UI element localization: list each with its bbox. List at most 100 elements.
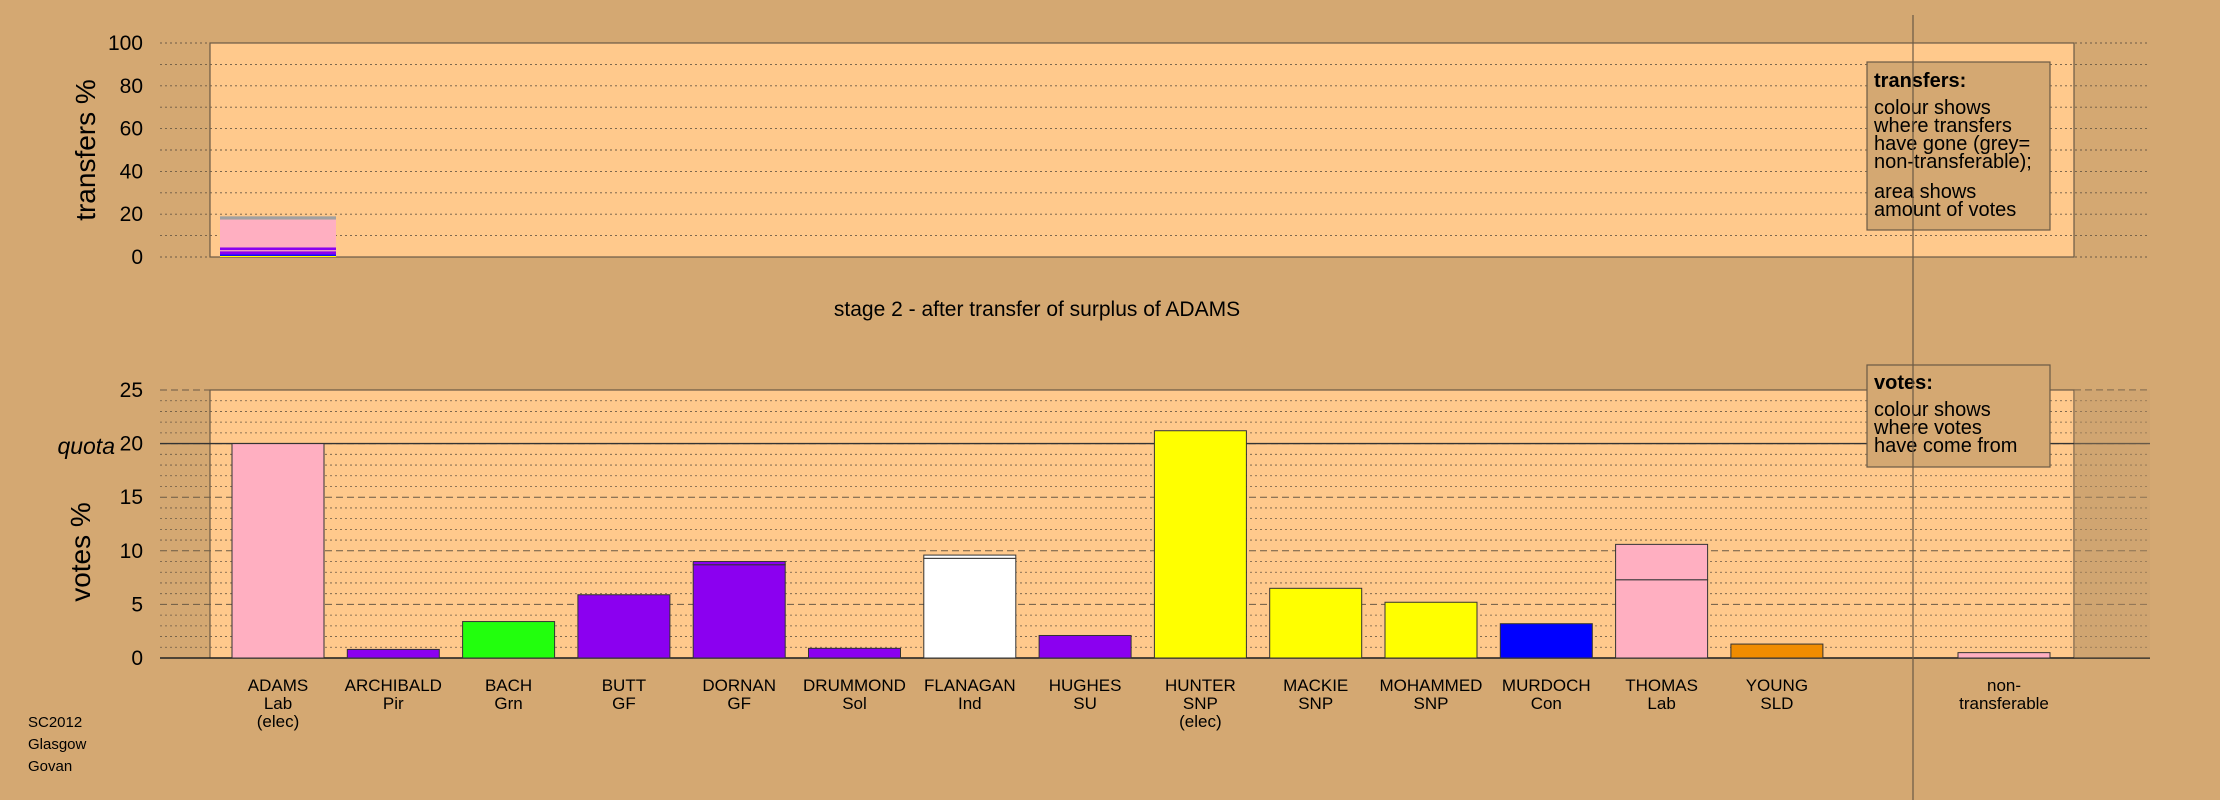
candidate-bar — [1499, 623, 1593, 659]
transfers-legend-title: transfers: — [1874, 70, 1966, 92]
candidate-note: (elec) — [1179, 712, 1222, 731]
candidate-bar — [346, 648, 440, 659]
transfer-segment — [220, 250, 336, 252]
candidate-name: DORNAN — [702, 676, 776, 695]
candidate-party: GF — [612, 694, 636, 713]
votes-y-tick-label: 5 — [131, 593, 143, 616]
footer-line: Govan — [28, 758, 72, 775]
candidate-party: GF — [727, 694, 751, 713]
bar-segment — [1730, 643, 1824, 659]
votes-y-tick-label: 15 — [120, 486, 143, 509]
transfer-segment — [220, 254, 336, 256]
transfers-y-tick-label: 0 — [131, 246, 143, 269]
transfers-y-tick-label: 60 — [120, 118, 143, 141]
transfers-gridlines — [160, 42, 2150, 258]
transfers-legend-line: colour shows — [1874, 97, 1991, 119]
candidate-name: THOMAS — [1625, 676, 1698, 695]
candidate-name: BUTT — [602, 676, 646, 695]
transfer-segment — [220, 255, 336, 257]
bar-segment — [808, 647, 901, 659]
transfers-y-tick-label: 100 — [108, 32, 143, 55]
candidate-bar — [1730, 643, 1824, 659]
candidate-bar — [1153, 430, 1247, 659]
nontransferable-label: non- — [1987, 676, 2021, 695]
votes-y-tick-label: 25 — [120, 379, 143, 402]
bar-segment — [1384, 601, 1478, 659]
candidate-bar — [808, 647, 901, 659]
candidate-bar — [1038, 634, 1132, 659]
transfers-y-tick-label: 80 — [120, 75, 143, 98]
transfer-segment — [220, 247, 336, 251]
votes-legend-title: votes: — [1874, 372, 1933, 394]
transfers-legend-line: amount of votes — [1874, 199, 2016, 221]
candidate-name: DRUMMOND — [803, 676, 906, 695]
candidate-party: Lab — [264, 694, 292, 713]
bar-segment — [1615, 543, 1709, 581]
transfers-y-axis-label: transfers % — [70, 79, 101, 221]
candidate-party: SU — [1073, 694, 1097, 713]
transfers-legend-line: non-transferable); — [1874, 151, 2032, 173]
transfers-legend-box — [1866, 61, 2051, 231]
bar-segment — [1153, 430, 1247, 659]
candidate-party: Pir — [383, 694, 404, 713]
candidate-party: Con — [1531, 694, 1562, 713]
candidate-bar — [1384, 601, 1478, 659]
transfers-y-tick-label: 40 — [120, 160, 143, 183]
quota-label: quota — [57, 433, 115, 459]
transfer-segment — [220, 219, 336, 248]
candidate-note: (elec) — [257, 712, 300, 731]
transfers-panel: 0 20 40 60 80 100 transfers % transfers: colo… — [70, 32, 2150, 269]
nontransferable-bar — [1957, 652, 2051, 659]
nontransferable-shade — [2074, 390, 2150, 658]
bar-segment — [923, 554, 1017, 559]
bar-segment — [1269, 587, 1363, 659]
bar-segment — [231, 443, 325, 659]
transfers-bars — [220, 216, 336, 257]
candidate-bar — [231, 443, 325, 659]
votes-y-tick-label: 20 — [120, 433, 143, 456]
nontransferable-label: transferable — [1959, 694, 2049, 713]
transfers-y-tick-label: 20 — [120, 203, 143, 226]
candidate-party: SNP — [1414, 694, 1449, 713]
candidate-name: MURDOCH — [1502, 676, 1591, 695]
bar-segment — [692, 564, 786, 659]
transfers-legend: transfers: colour shows where transfers … — [1866, 61, 2051, 231]
bar-segment — [1038, 634, 1132, 659]
votes-y-tick-label: 10 — [120, 540, 143, 563]
bar-segment — [577, 594, 671, 659]
candidate-name: MACKIE — [1283, 676, 1348, 695]
candidate-bar — [577, 594, 671, 659]
candidate-name: HUNTER — [1165, 676, 1236, 695]
candidate-name: YOUNG — [1746, 676, 1808, 695]
candidate-name: ARCHIBALD — [345, 676, 442, 695]
candidate-name: FLANAGAN — [924, 676, 1016, 695]
footer-line: SC2012 — [28, 714, 82, 731]
bar-segment — [346, 648, 440, 659]
candidate-name: HUGHES — [1049, 676, 1122, 695]
candidate-name: MOHAMMED — [1380, 676, 1483, 695]
candidate-party: Sol — [842, 694, 867, 713]
candidate-labels: ADAMSLab(elec)ARCHIBALDPirBACHGrnBUTTGFD… — [248, 676, 2049, 731]
stage-title: stage 2 - after transfer of surplus of A… — [834, 298, 1240, 321]
votes-plot-area — [209, 389, 2075, 659]
votes-legend-line: colour shows — [1874, 399, 1991, 421]
candidate-party: SNP — [1298, 694, 1333, 713]
transfer-segment — [220, 216, 336, 220]
votes-y-axis-label: votes % — [65, 502, 96, 602]
transfer-segment — [220, 251, 336, 255]
candidate-name: BACH — [485, 676, 532, 695]
bar-segment — [462, 621, 556, 659]
votes-bars — [231, 430, 2051, 659]
footer: SC2012 Glasgow Govan — [28, 714, 87, 775]
bar-segment — [692, 561, 786, 566]
votes-legend: votes: colour shows where votes have com… — [1866, 364, 2051, 468]
candidate-bar — [923, 554, 1017, 659]
candidate-party: Grn — [494, 694, 522, 713]
candidate-bar — [1615, 543, 1709, 659]
bar-segment — [923, 557, 1017, 659]
votes-legend-box — [1866, 364, 2051, 468]
candidate-bar — [692, 561, 786, 659]
candidate-party: Ind — [958, 694, 982, 713]
